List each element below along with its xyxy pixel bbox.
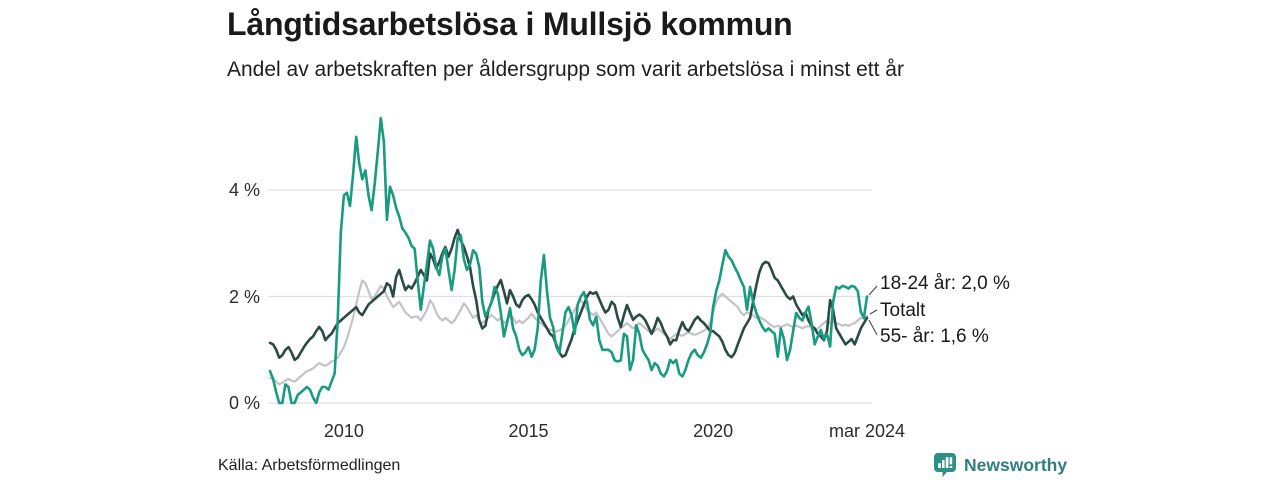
end-label-55: 55- år: 1,6 % [880, 326, 989, 347]
annotation-connectors [868, 285, 878, 336]
page-subtitle: Andel av arbetskraften per åldersgrupp s… [227, 58, 904, 81]
x-tick-mar-2024: mar 2024 [828, 421, 906, 441]
x-tick-2015: 2015 [508, 421, 549, 441]
end-label-totalt: Totalt [880, 300, 926, 321]
bar-chart-speech-bubble-icon [934, 453, 956, 478]
y-tick-0: 0 % [228, 393, 260, 413]
x-tick-2010: 2010 [323, 421, 364, 441]
newsworthy-logo: Newsworthy [933, 452, 1067, 478]
connector-55 [868, 319, 878, 336]
page-title: Långtidsarbetslösa i Mullsjö kommun [227, 6, 793, 42]
y-tick-2: 2 % [228, 286, 260, 307]
series-line-18-24-ar [268, 116, 869, 405]
source-note: Källa: Arbetsförmedlingen [218, 457, 401, 474]
end-label-18-24: 18-24 år: 2,0 % [880, 273, 1010, 294]
connector-18-24 [868, 285, 878, 296]
series-lines [268, 116, 869, 405]
series-line-55-ar [268, 228, 869, 362]
x-tick-2020: 2020 [693, 421, 734, 441]
series-line-totalt [268, 279, 869, 386]
connector-totalt [869, 309, 878, 315]
y-tick-4: 4 % [228, 180, 260, 200]
newsworthy-wordmark: Newsworthy [964, 455, 1068, 475]
